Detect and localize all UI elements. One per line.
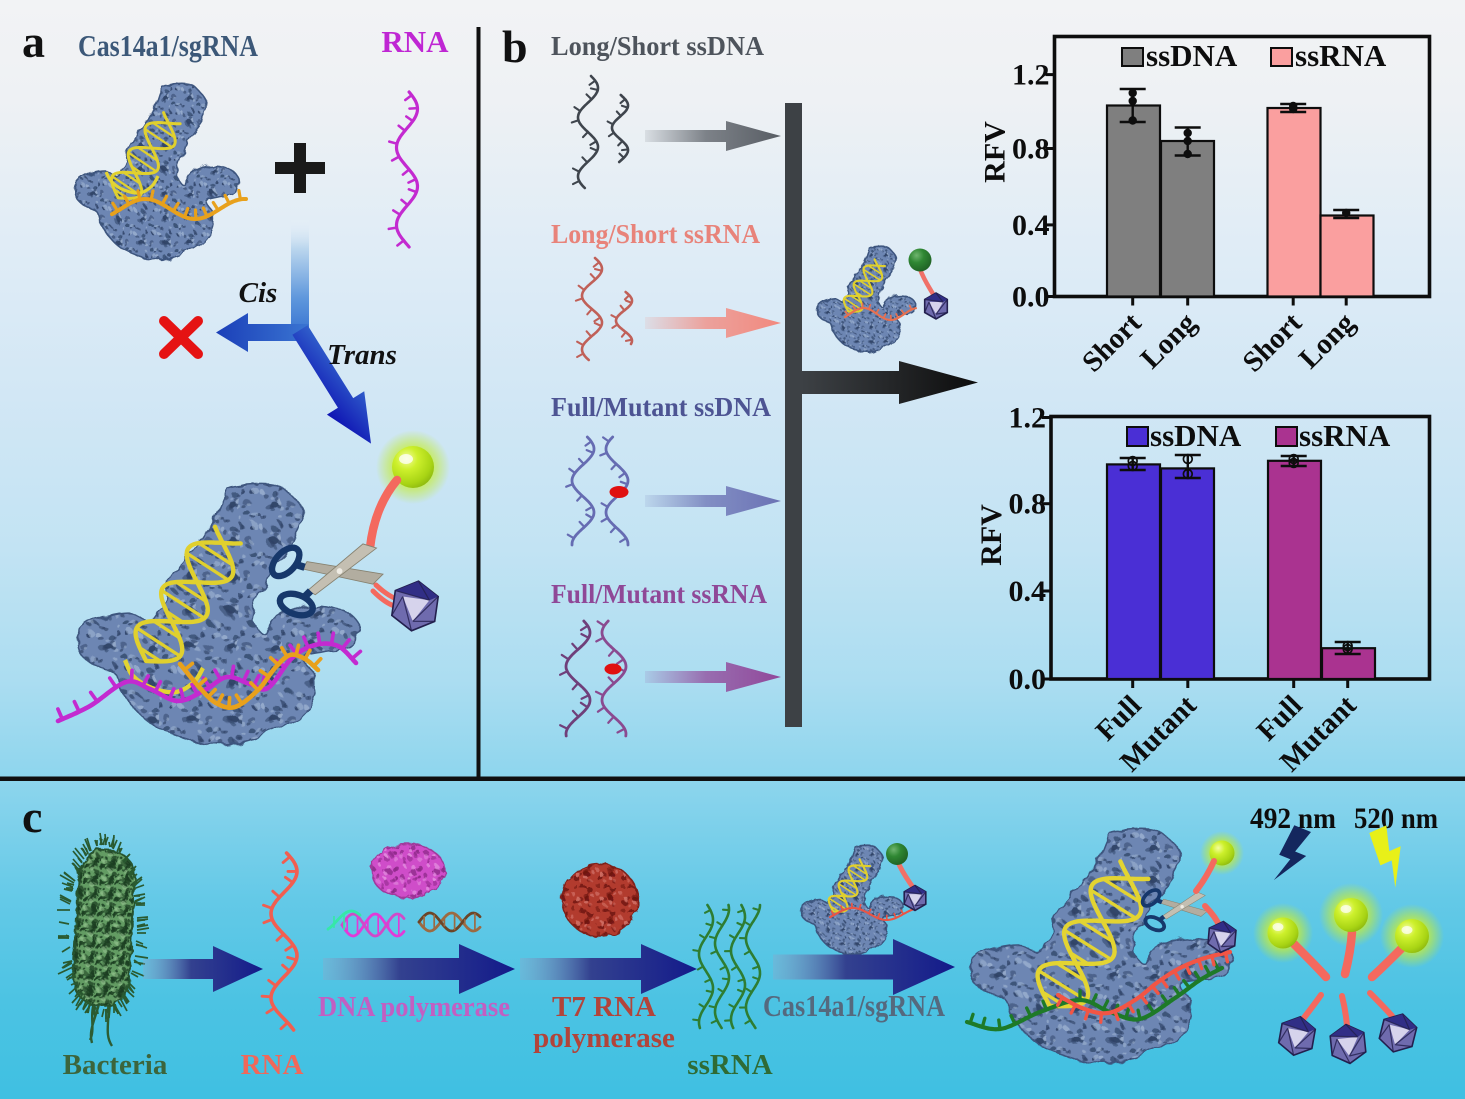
svg-text:0.0: 0.0 — [1009, 663, 1047, 696]
svg-text:T7 RNA: T7 RNA — [552, 991, 656, 1023]
svg-text:Long/Short ssDNA: Long/Short ssDNA — [551, 31, 764, 61]
svg-text:Full/Mutant ssRNA: Full/Mutant ssRNA — [551, 579, 767, 609]
svg-text:0.4: 0.4 — [1012, 209, 1050, 242]
svg-text:polymerase: polymerase — [533, 1022, 675, 1054]
svg-text:b: b — [502, 21, 528, 72]
svg-text:0.8: 0.8 — [1009, 488, 1047, 521]
svg-text:520 nm: 520 nm — [1354, 802, 1438, 835]
svg-text:1.2: 1.2 — [1009, 402, 1047, 435]
svg-text:Long/Short ssRNA: Long/Short ssRNA — [551, 219, 760, 249]
svg-text:RFV: RFV — [979, 121, 1012, 183]
svg-text:a: a — [22, 16, 45, 67]
svg-text:RNA: RNA — [241, 1049, 304, 1081]
svg-text:Cas14a1/sgRNA: Cas14a1/sgRNA — [763, 988, 946, 1023]
svg-text:DNA polymerase: DNA polymerase — [318, 991, 510, 1023]
svg-text:0.4: 0.4 — [1009, 575, 1047, 608]
svg-text:RNA: RNA — [381, 24, 449, 59]
svg-text:0.8: 0.8 — [1012, 133, 1050, 166]
svg-text:ssRNA: ssRNA — [1295, 38, 1387, 73]
svg-text:Cas14a1/sgRNA: Cas14a1/sgRNA — [78, 28, 259, 63]
svg-text:Trans: Trans — [327, 339, 397, 371]
svg-text:Cis: Cis — [239, 277, 278, 309]
svg-text:ssRNA: ssRNA — [1299, 418, 1391, 453]
svg-text:RFV: RFV — [975, 504, 1008, 566]
svg-text:1.2: 1.2 — [1012, 59, 1050, 92]
svg-text:Bacteria: Bacteria — [63, 1049, 168, 1081]
svg-text:c: c — [22, 791, 42, 842]
svg-text:Full/Mutant ssDNA: Full/Mutant ssDNA — [551, 392, 771, 422]
svg-text:0.0: 0.0 — [1012, 281, 1050, 314]
svg-text:ssRNA: ssRNA — [687, 1049, 772, 1081]
svg-text:ssDNA: ssDNA — [1146, 38, 1238, 73]
svg-text:ssDNA: ssDNA — [1150, 418, 1242, 453]
